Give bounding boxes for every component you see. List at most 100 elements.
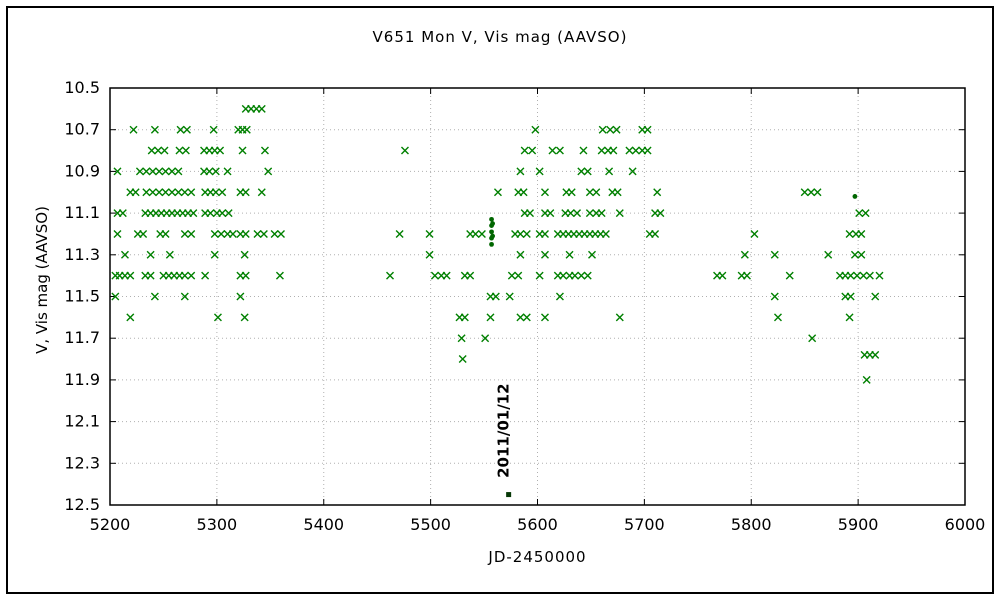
data-point — [531, 125, 540, 134]
data-point — [161, 167, 170, 176]
x-tick-label: 5800 — [731, 515, 772, 534]
data-point — [656, 209, 665, 218]
data-point — [583, 167, 592, 176]
data-point — [516, 229, 525, 238]
data-point — [167, 188, 176, 197]
x-tick-label: 6000 — [945, 515, 986, 534]
data-point — [187, 229, 196, 238]
data-point — [740, 250, 749, 259]
data-point — [224, 209, 233, 218]
data-point — [148, 167, 157, 176]
data-point — [218, 188, 227, 197]
data-point — [845, 313, 854, 322]
x-tick-label: 5600 — [517, 515, 558, 534]
annotation-date-label: 2011/01/12 — [495, 383, 513, 477]
data-point — [807, 188, 816, 197]
data-point — [871, 292, 880, 301]
data-point — [481, 334, 490, 343]
data-point — [573, 209, 582, 218]
data-point — [430, 271, 439, 280]
data-point — [546, 209, 555, 218]
data-point — [491, 292, 500, 301]
data-point — [113, 229, 122, 238]
data-point — [519, 188, 528, 197]
data-point — [260, 146, 269, 155]
data-point — [161, 229, 170, 238]
data-point — [180, 229, 189, 238]
data-point — [118, 209, 127, 218]
y-tick-label: 11.3 — [64, 245, 100, 264]
data-point — [535, 167, 544, 176]
data-point — [165, 250, 174, 259]
data-point — [507, 271, 516, 280]
data-point — [477, 229, 486, 238]
data-point — [601, 229, 610, 238]
data-point — [861, 209, 870, 218]
data-point — [241, 229, 250, 238]
data-point — [218, 209, 227, 218]
data-point — [540, 188, 549, 197]
data-point — [113, 167, 122, 176]
data-point — [216, 146, 225, 155]
data-point — [643, 146, 652, 155]
data-point — [181, 146, 190, 155]
data-point — [147, 146, 156, 155]
chart-outer-border — [6, 6, 994, 594]
data-point — [275, 271, 284, 280]
data-point — [146, 250, 155, 259]
data-point — [205, 167, 214, 176]
data-point — [785, 271, 794, 280]
data-point — [859, 271, 868, 280]
data-point — [516, 313, 525, 322]
data-point — [857, 229, 866, 238]
data-point — [240, 313, 249, 322]
x-tick-label: 5400 — [303, 515, 344, 534]
data-point — [862, 375, 871, 384]
data-point — [750, 229, 759, 238]
data-point — [631, 146, 640, 155]
data-point — [142, 188, 151, 197]
data-point — [606, 125, 615, 134]
data-point — [228, 229, 237, 238]
data-point — [800, 188, 809, 197]
data-point — [609, 146, 618, 155]
data-point — [651, 229, 660, 238]
data-point — [540, 250, 549, 259]
x-tick-label: 5900 — [838, 515, 879, 534]
data-point — [555, 292, 564, 301]
data-point — [653, 188, 662, 197]
data-point — [148, 188, 157, 197]
data-point — [845, 229, 854, 238]
chart-title: V651 Mon V, Vis mag (AAVSO) — [372, 28, 628, 46]
data-point — [155, 188, 164, 197]
y-tick-label: 11.9 — [64, 370, 100, 389]
data-point — [852, 194, 858, 199]
data-point — [150, 292, 159, 301]
data-point — [643, 125, 652, 134]
y-tick-label: 11.5 — [64, 287, 100, 306]
data-point — [516, 250, 525, 259]
data-point — [241, 271, 250, 280]
y-tick-label: 12.5 — [64, 495, 100, 514]
data-point — [253, 229, 262, 238]
data-series-x — [111, 104, 884, 384]
x-tick-label: 5200 — [90, 515, 131, 534]
data-point — [189, 209, 198, 218]
data-point — [142, 167, 151, 176]
data-point — [180, 271, 189, 280]
data-point — [187, 188, 196, 197]
data-point — [236, 292, 245, 301]
data-point — [160, 146, 169, 155]
data-point — [460, 313, 469, 322]
data-point — [613, 188, 622, 197]
y-tick-label: 11.7 — [64, 328, 100, 347]
data-point — [241, 188, 250, 197]
data-point — [211, 188, 220, 197]
data-point — [217, 229, 226, 238]
y-tick-label: 10.7 — [64, 120, 100, 139]
x-tick-label: 5700 — [624, 515, 665, 534]
data-point — [425, 250, 434, 259]
data-point — [577, 271, 586, 280]
data-point — [605, 167, 614, 176]
